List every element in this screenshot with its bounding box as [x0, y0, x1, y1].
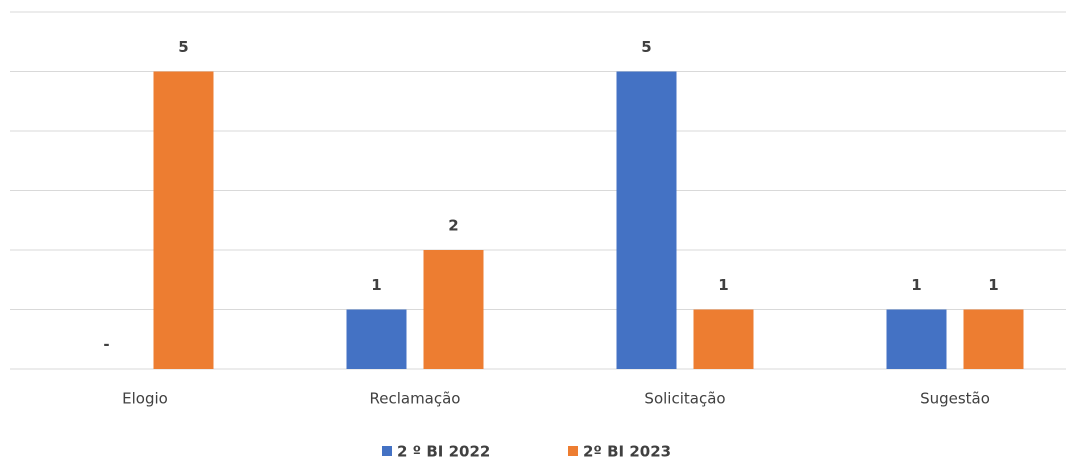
data-label: 5: [178, 38, 188, 56]
x-tick-label: Solicitação: [644, 390, 725, 408]
bar: [963, 309, 1024, 369]
data-label: -: [103, 336, 109, 354]
bar: [423, 250, 484, 369]
data-label: 1: [988, 276, 998, 294]
data-label: 1: [371, 276, 381, 294]
bar: [886, 309, 947, 369]
legend-label: 2º BI 2023: [583, 443, 671, 459]
bar: [153, 71, 214, 369]
bar: [693, 309, 754, 369]
data-label: 1: [911, 276, 921, 294]
legend-swatch: [568, 446, 578, 456]
legend-label: 2 º BI 2022: [397, 443, 490, 459]
bar: [616, 71, 677, 369]
bar: [346, 309, 407, 369]
legend-swatch: [382, 446, 392, 456]
data-label: 5: [641, 38, 651, 56]
data-label: 1: [718, 276, 728, 294]
x-tick-label: Sugestão: [920, 390, 990, 408]
x-tick-label: Elogio: [122, 390, 168, 408]
data-label: 2: [448, 217, 458, 235]
x-tick-label: Reclamação: [369, 390, 460, 408]
